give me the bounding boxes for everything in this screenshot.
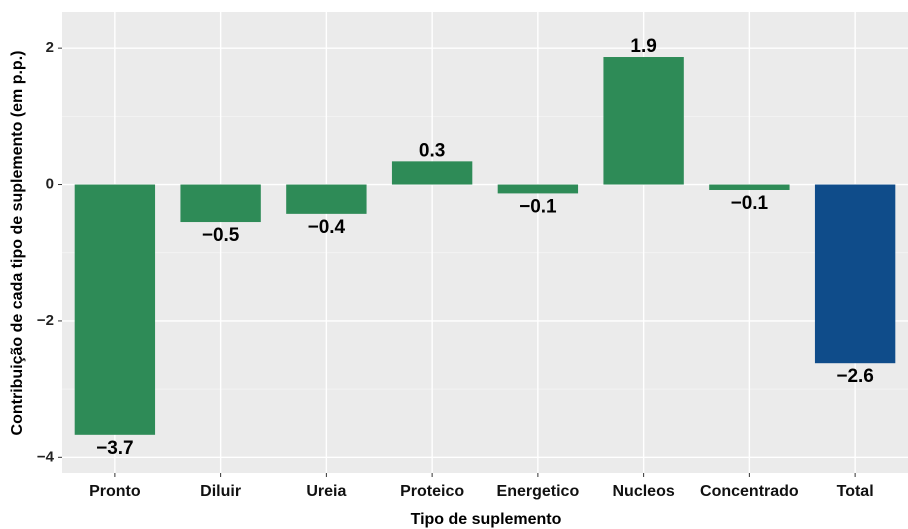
- y-tick-label: −4: [37, 448, 55, 465]
- x-tick-label: Pronto: [89, 483, 141, 500]
- x-tick-label: Diluir: [200, 483, 241, 500]
- x-tick-label: Concentrado: [700, 483, 799, 500]
- y-axis-title: Contribuição de cada tipo de suplemento …: [9, 51, 26, 436]
- y-tick-label: 2: [46, 39, 54, 56]
- bar: [709, 184, 790, 190]
- value-label: −2.6: [836, 366, 874, 387]
- value-label: −0.4: [308, 217, 346, 238]
- value-label: 0.3: [419, 140, 445, 161]
- bar: [391, 161, 473, 185]
- value-label: −3.7: [96, 438, 134, 459]
- x-tick-label: Proteico: [400, 483, 464, 500]
- bar: [74, 184, 156, 435]
- y-tick-label: 0: [46, 176, 54, 193]
- x-tick-label: Ureia: [306, 483, 346, 500]
- bar: [286, 184, 367, 214]
- x-tick-label: Total: [837, 483, 874, 500]
- bar: [180, 184, 261, 223]
- value-label: 1.9: [630, 36, 656, 57]
- x-tick-label: Energetico: [497, 483, 580, 500]
- value-label: −0.1: [519, 196, 557, 217]
- bar: [497, 184, 579, 194]
- bar: [814, 184, 896, 364]
- x-tick-label: Nucleos: [613, 483, 675, 500]
- y-tick-label: −2: [37, 312, 54, 329]
- plot-panel: [62, 12, 908, 473]
- value-label: −0.1: [731, 193, 769, 214]
- x-axis-title: Tipo de suplemento: [411, 511, 562, 528]
- bar: [603, 57, 684, 185]
- value-label: −0.5: [202, 225, 240, 246]
